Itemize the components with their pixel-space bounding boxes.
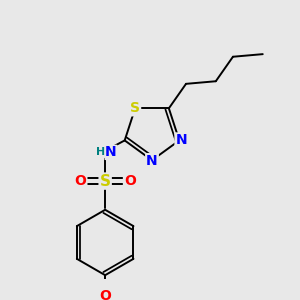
Text: S: S (130, 101, 140, 115)
Text: O: O (74, 174, 86, 188)
Text: S: S (100, 174, 111, 189)
Text: O: O (124, 174, 136, 188)
Text: H: H (96, 147, 105, 158)
Text: N: N (146, 154, 158, 168)
Text: N: N (105, 146, 117, 159)
Text: N: N (176, 134, 187, 147)
Text: O: O (99, 289, 111, 300)
